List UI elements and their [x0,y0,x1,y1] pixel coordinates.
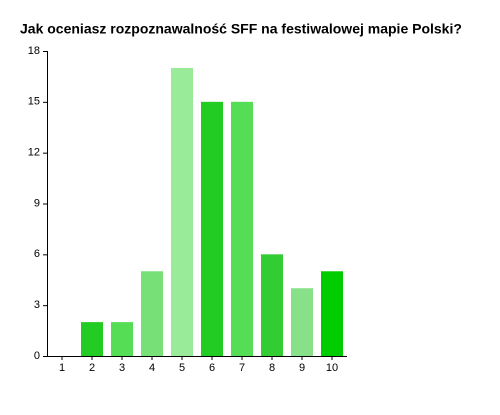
bar [231,101,253,356]
y-tick-label: 3 [34,299,40,311]
bar [201,101,223,356]
y-tick-label: 0 [34,350,40,362]
bar [321,271,343,356]
y-tick-label: 9 [34,197,40,209]
y-tick-label: 15 [28,96,40,108]
y-tick-label: 12 [28,147,40,159]
x-tick-label: 10 [326,362,338,374]
x-tick-label: 4 [149,362,155,374]
bar [111,322,133,356]
x-tick-label: 5 [179,362,185,374]
bar [81,322,103,356]
chart-title: Jak oceniasz rozpoznawalność SFF na fest… [20,21,462,37]
bar [261,254,283,356]
x-tick-label: 1 [59,362,65,374]
y-tick-label: 6 [34,248,40,260]
bar [291,288,313,356]
bar [141,271,163,356]
x-tick-label: 3 [119,362,125,374]
x-tick-label: 6 [209,362,215,374]
x-tick-label: 7 [239,362,245,374]
x-tick-label: 2 [89,362,95,374]
x-tick-label: 9 [299,362,305,374]
y-tick-label: 18 [28,45,40,57]
x-tick-label: 8 [269,362,275,374]
bar [171,67,193,356]
